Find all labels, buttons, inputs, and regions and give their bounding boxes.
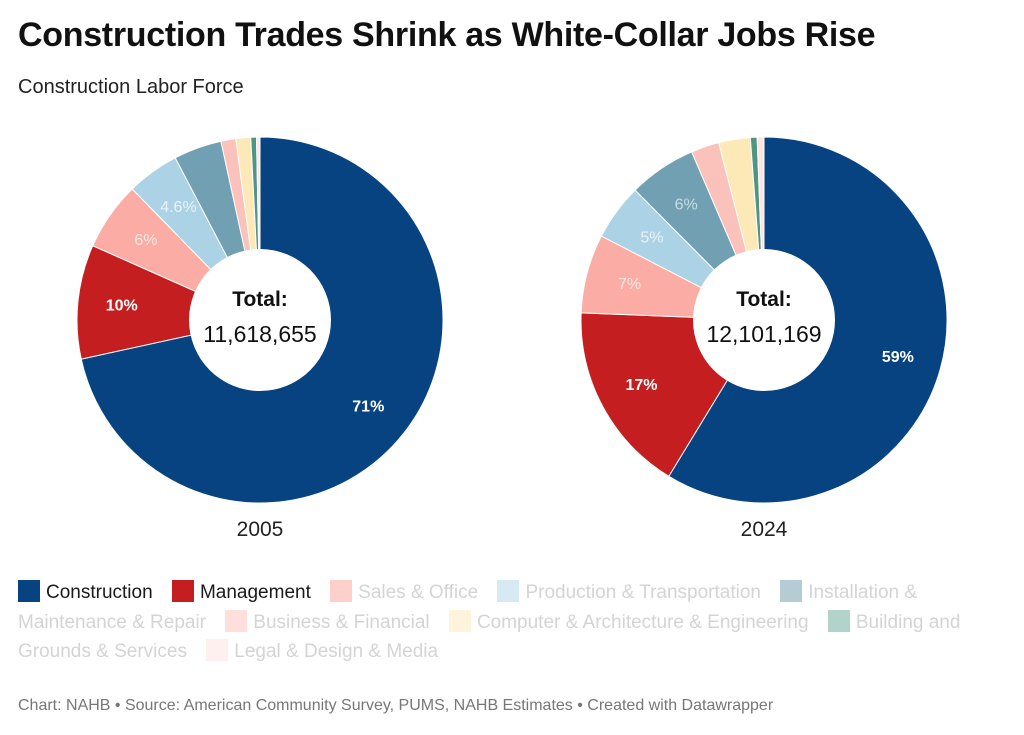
legend-swatch bbox=[330, 580, 353, 602]
slice-label-2024-production-and-transportation: 5% bbox=[640, 229, 663, 246]
total-label-2005: Total: bbox=[232, 288, 288, 311]
legend-swatch bbox=[780, 580, 803, 602]
legend-label: Installation & Maintenance & Repair bbox=[18, 582, 918, 633]
donut-hole-2024 bbox=[693, 249, 835, 391]
donut-year-label-2024: 2024 bbox=[740, 518, 788, 541]
donut-svg-2024: 59% 17% 7% 5% 6% Total: 12,101,169 bbox=[580, 136, 948, 504]
legend-label: Computer & Architecture & Engineering bbox=[476, 611, 809, 633]
chart-title: Construction Trades Shrink as White-Coll… bbox=[18, 16, 876, 54]
slice-2005-management bbox=[76, 245, 262, 360]
slice-label-2024-sales-and-office: 7% bbox=[618, 276, 641, 293]
legend-item-business-and-financial: Business & Financial bbox=[225, 609, 430, 633]
legend-label: Production & Transportation bbox=[525, 582, 761, 603]
donut-svg-2005: 71% 10% 6%4.6% Total: 11,618,655 bbox=[76, 136, 444, 504]
legend-label: Construction bbox=[46, 582, 153, 603]
chart-subtitle: Construction Labor Force bbox=[18, 76, 244, 98]
legend-swatch bbox=[827, 609, 850, 632]
slice-label-2005-construction: 71% bbox=[352, 399, 384, 416]
slice-label-2005-management: 10% bbox=[106, 297, 138, 314]
slice-label-2024-management: 17% bbox=[625, 377, 657, 394]
legend-swatch bbox=[448, 609, 471, 632]
donut-year-label-2005: 2005 bbox=[236, 518, 284, 541]
legend-item-construction: Construction bbox=[18, 580, 153, 603]
legend-label: Management bbox=[199, 582, 311, 603]
legend-swatch bbox=[18, 580, 40, 602]
legend-label: Legal & Design & Media bbox=[234, 641, 439, 662]
total-label-2024: Total: bbox=[736, 288, 792, 311]
legend-swatch bbox=[225, 609, 248, 632]
legend-item-legal-and-design-and-media: Legal & Design & Media bbox=[206, 639, 439, 662]
total-value-2024: 12,101,169 bbox=[706, 321, 821, 347]
legend-item-computer-and-architecture-and-engineering: Computer & Architecture & Engineering bbox=[448, 609, 809, 633]
legend-item-building-and-grounds-and-services: Building and Grounds & Services bbox=[18, 609, 961, 663]
slice-label-2024-construction: 59% bbox=[882, 349, 914, 366]
legend-label: Business & Financial bbox=[253, 611, 430, 633]
total-value-2005: 11,618,655 bbox=[203, 321, 316, 347]
legend-label: Building and Grounds & Services bbox=[18, 611, 961, 663]
legend-swatch bbox=[497, 580, 520, 602]
slice-label-2005-production-and-transportation: 4.6% bbox=[160, 199, 196, 216]
slice-label-2005-sales-and-office: 6% bbox=[134, 232, 157, 249]
legend-item-installation-and-maintenance-and-repair: Installation & Maintenance & Repair bbox=[18, 580, 918, 633]
legend-swatch bbox=[171, 580, 194, 602]
legend-item-sales-and-office: Sales & Office bbox=[330, 580, 479, 603]
legend-label: Sales & Office bbox=[358, 582, 479, 603]
legend-item-management: Management bbox=[171, 580, 311, 603]
chart-footer: Chart: NAHB • Source: American Community… bbox=[18, 697, 774, 714]
chart-legend: Construction Management Sales & Office P… bbox=[18, 578, 1008, 667]
legend-item-production-and-transportation: Production & Transportation bbox=[497, 580, 761, 603]
donut-chart-2024: 59% 17% 7% 5% 6% Total: 12,101,169 bbox=[574, 130, 954, 510]
slice-label-2024-installation-and-maintenance-and-repair: 6% bbox=[675, 196, 698, 213]
legend-swatch bbox=[206, 639, 229, 661]
donut-chart-2005: 71% 10% 6% 4.6% Total: 11,618,655 bbox=[70, 130, 450, 510]
donut-hole-2005 bbox=[189, 249, 331, 391]
